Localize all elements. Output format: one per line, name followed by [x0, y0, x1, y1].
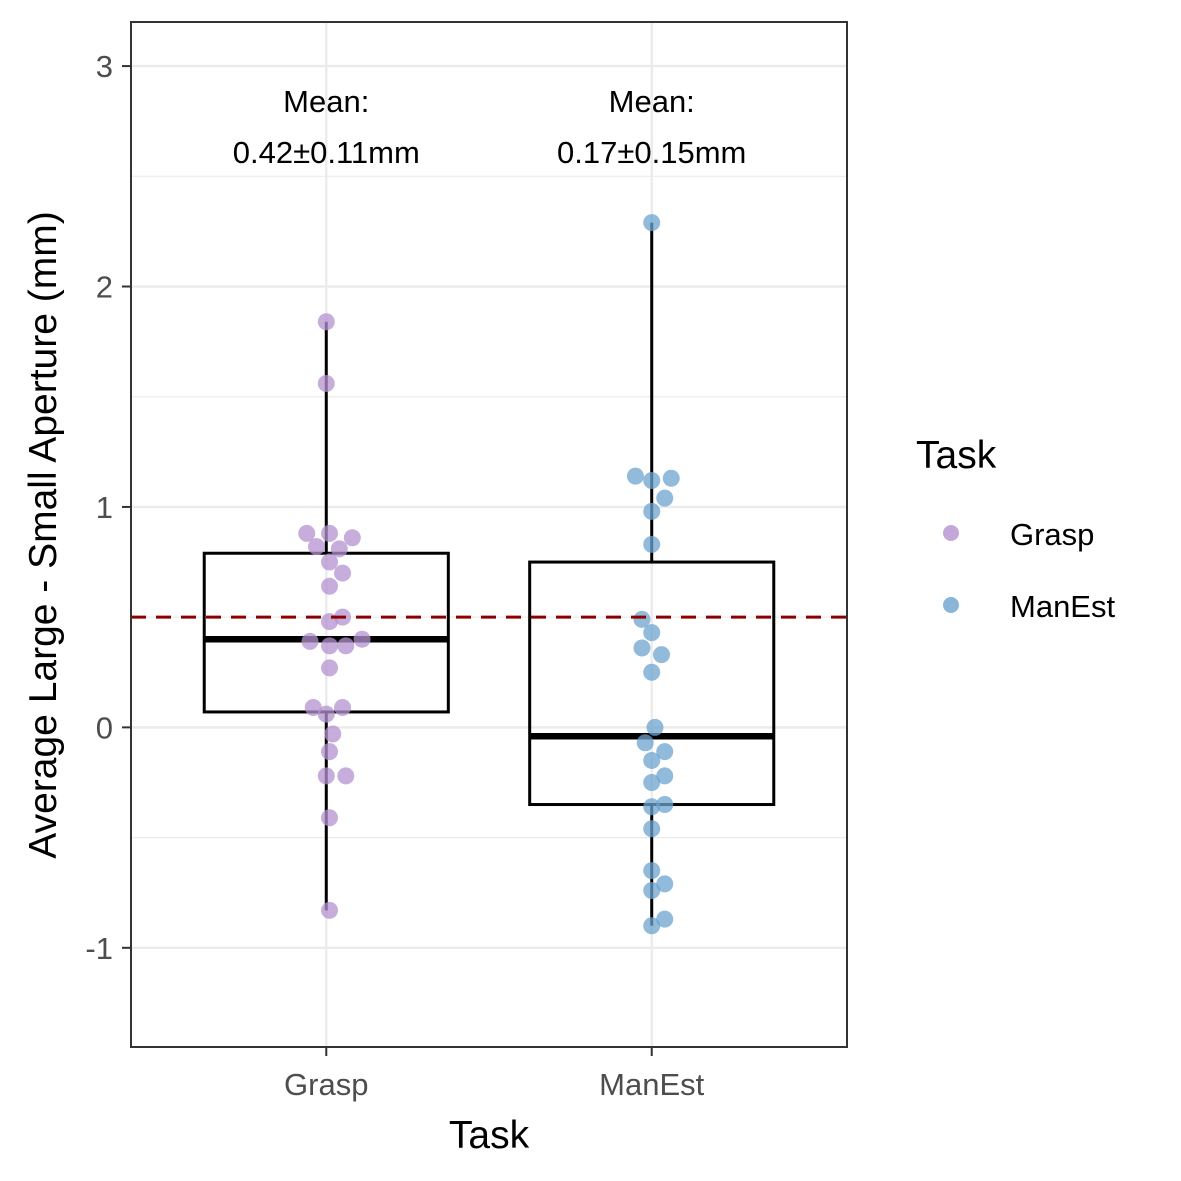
points-manest: [626, 214, 680, 935]
legend-label-grasp: Grasp: [1010, 517, 1094, 552]
y-tick-label: -1: [85, 931, 113, 966]
data-point: [321, 613, 339, 631]
data-point: [317, 705, 335, 723]
data-point: [321, 524, 339, 542]
mean-annotations: Mean: 0.42±0.11mm Mean: 0.17±0.15mm: [233, 84, 747, 170]
data-point: [321, 553, 339, 571]
data-point: [317, 313, 335, 331]
mean-label-value: 0.17±0.15mm: [557, 135, 746, 170]
grid-minor: [131, 175, 847, 839]
data-point: [636, 734, 654, 752]
y-tick-label: 2: [96, 270, 113, 305]
data-point: [321, 659, 339, 677]
data-point: [321, 809, 339, 827]
data-point: [343, 529, 361, 547]
legend-key-grasp: [943, 525, 959, 541]
data-point: [353, 630, 371, 648]
data-point: [656, 743, 674, 761]
mean-label-title: Mean:: [283, 84, 369, 119]
data-point: [301, 632, 319, 650]
data-point: [334, 699, 352, 717]
data-point: [317, 767, 335, 785]
data-point: [643, 862, 661, 880]
data-point: [337, 637, 355, 655]
data-point: [643, 535, 661, 553]
data-point: [643, 624, 661, 642]
legend: Task Grasp ManEst: [916, 434, 1115, 624]
legend-title: Task: [916, 434, 997, 477]
data-point: [656, 875, 674, 893]
data-point: [643, 798, 661, 816]
mean-label-value: 0.42±0.11mm: [233, 135, 420, 170]
legend-label-manest: ManEst: [1010, 589, 1115, 624]
data-point: [656, 910, 674, 928]
data-point: [298, 524, 316, 542]
data-point: [324, 725, 342, 743]
data-point: [656, 796, 674, 814]
data-point: [643, 502, 661, 520]
data-point: [643, 663, 661, 681]
data-point: [317, 375, 335, 393]
axes: -1 0 1 2 3 Grasp ManEst: [85, 49, 704, 1102]
data-point: [633, 639, 651, 657]
data-point: [308, 538, 326, 556]
data-point: [321, 577, 339, 595]
data-point: [337, 767, 355, 785]
y-tick-label: 0: [96, 710, 113, 745]
data-point: [643, 820, 661, 838]
data-point: [652, 646, 670, 664]
y-axis-title: Average Large - Small Aperture (mm): [22, 211, 65, 858]
data-point: [304, 699, 322, 717]
data-point: [643, 773, 661, 791]
panel-border: [130, 21, 848, 1048]
data-point: [633, 610, 651, 628]
data-point: [643, 881, 661, 899]
data-point: [643, 214, 661, 232]
data-point: [321, 901, 339, 919]
data-point: [643, 917, 661, 935]
data-point: [321, 743, 339, 761]
data-point: [662, 469, 680, 487]
data-point: [656, 767, 674, 785]
data-point: [646, 718, 664, 736]
x-tick-label: ManEst: [599, 1067, 704, 1102]
x-axis-title: Task: [449, 1114, 530, 1157]
x-tick-label: Grasp: [284, 1067, 368, 1102]
y-tick-label: 3: [96, 49, 113, 84]
data-point: [626, 467, 644, 485]
data-point: [656, 489, 674, 507]
mean-label-title: Mean:: [609, 84, 695, 119]
data-point: [643, 751, 661, 769]
data-point: [334, 564, 352, 582]
y-tick-label: 1: [96, 490, 113, 525]
data-point: [321, 637, 339, 655]
data-point: [643, 471, 661, 489]
data-point: [330, 540, 348, 558]
legend-key-manest: [943, 597, 959, 613]
